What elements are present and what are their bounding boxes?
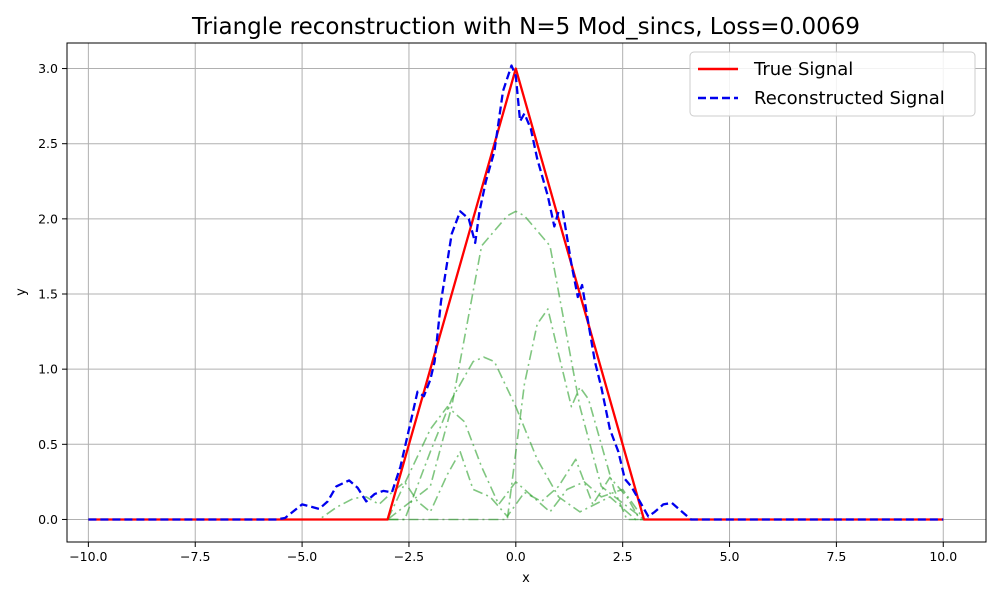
y-tick-label: 0.0 [38,512,58,527]
main-lines [88,64,944,521]
x-axis-label: x [522,571,530,586]
y-tick-label: 1.5 [38,287,58,302]
plot-frame [66,42,987,543]
x-tick-label: 2.5 [613,549,633,564]
legend-box [689,51,976,117]
legend-label-true-signal: True Signal [753,59,853,80]
y-tick-label: 3.0 [38,61,58,76]
y-tick-label: 1.0 [38,362,58,377]
y-tick-label: 2.0 [38,211,58,226]
component-line-4 [88,405,944,521]
component-line-5 [88,308,944,521]
y-tick-label: 0.5 [38,437,58,452]
x-tick-label: −10.0 [69,549,107,564]
y-axis-label: y [14,288,29,296]
y-axis-ticks: 0.0 0.5 1.0 1.5 2.0 2.5 3.0 [38,61,67,527]
legend: True Signal Reconstructed Signal [689,51,976,117]
x-axis-ticks: −10.0 −7.5 −5.0 −2.5 0.0 2.5 5.0 7.5 10.0 [69,542,957,564]
chart-title: Triangle reconstruction with N=5 Mod_sin… [191,14,860,40]
x-tick-label: −5.0 [287,549,317,564]
x-tick-label: 5.0 [720,549,740,564]
y-tick-label: 2.5 [38,136,58,151]
x-tick-label: 7.5 [826,549,846,564]
x-tick-label: −2.5 [394,549,424,564]
legend-label-reconstructed-signal: Reconstructed Signal [754,88,945,109]
component-line-3 [88,356,944,521]
x-tick-label: 10.0 [929,549,957,564]
reconstructed-signal-line [88,64,944,521]
x-tick-label: 0.0 [506,549,526,564]
x-tick-label: −7.5 [180,549,210,564]
component-line-2 [88,210,944,521]
